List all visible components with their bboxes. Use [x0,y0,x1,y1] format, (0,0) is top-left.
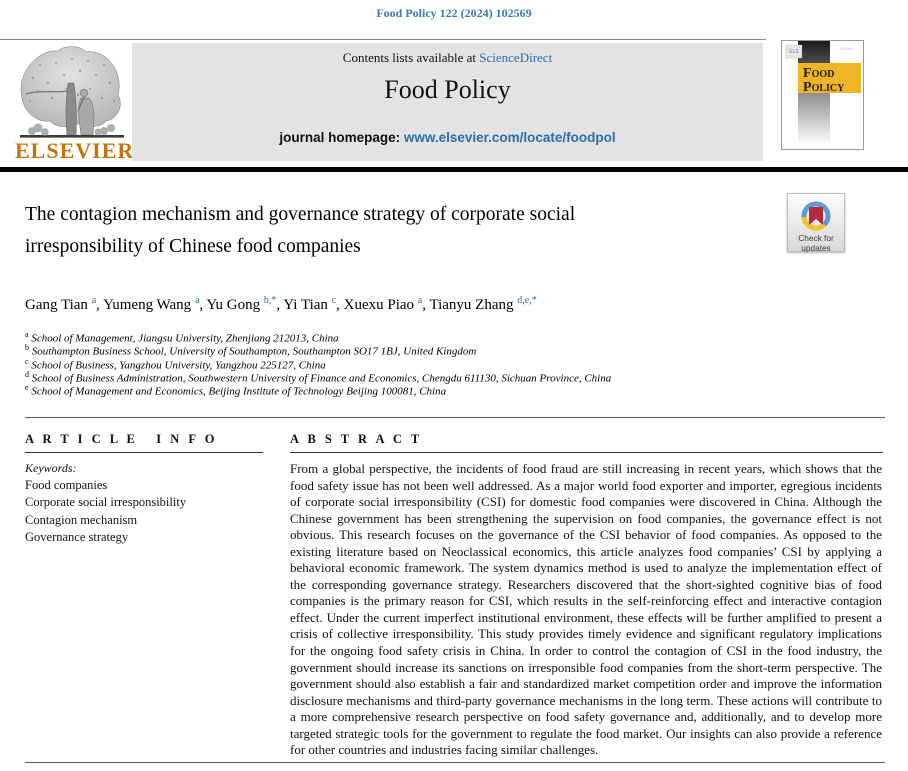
svg-text:POLICY: POLICY [803,80,845,95]
svg-text:ELS: ELS [789,49,799,55]
svg-text:FOOD: FOOD [803,66,834,81]
svg-text:Check for: Check for [798,233,834,243]
svg-text:updates: updates [801,243,831,253]
svg-text:102569: 102569 [840,47,851,51]
